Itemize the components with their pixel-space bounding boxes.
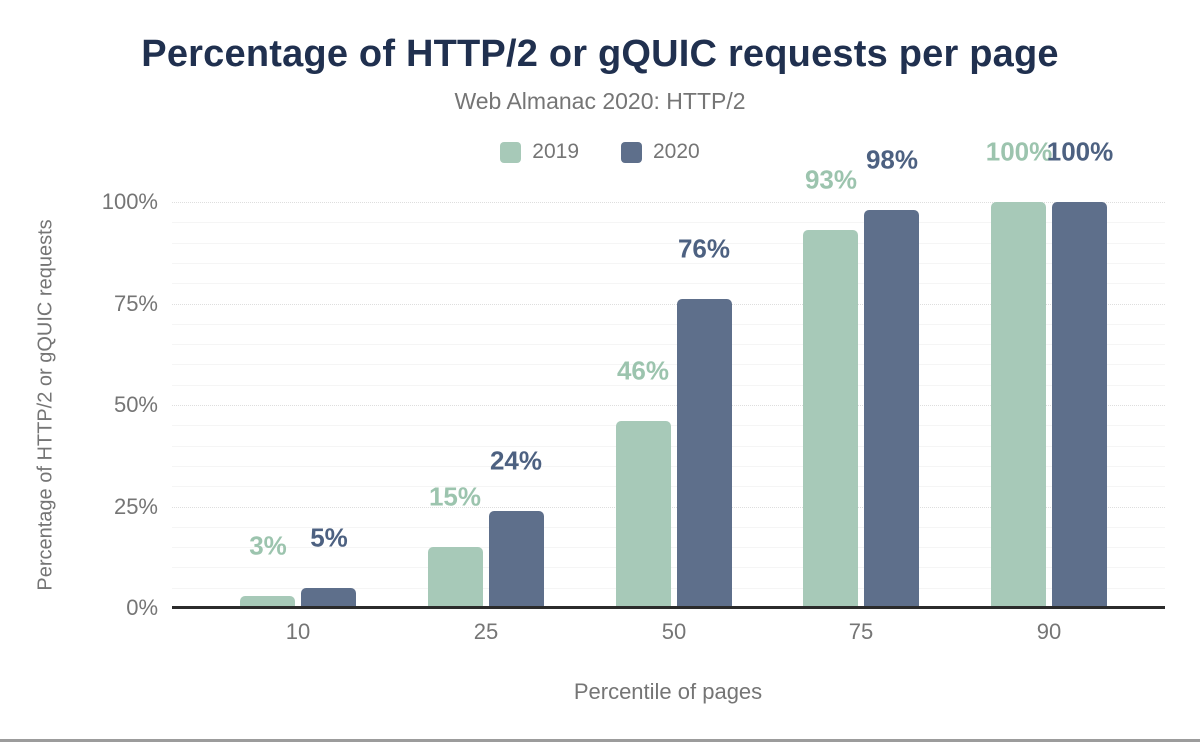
- minor-gridline-90: [172, 243, 1165, 244]
- bar-label-2020-p10: 5%: [310, 522, 348, 553]
- legend-item-2020: 2020: [621, 140, 700, 164]
- bar-2019-p90: [991, 202, 1046, 608]
- bar-2019-p10: [240, 596, 295, 608]
- y-tick-25: 25%: [113, 494, 158, 519]
- minor-gridline-55: [172, 385, 1165, 386]
- bar-2019-p75: [803, 230, 858, 608]
- legend-label-2020: 2020: [653, 140, 700, 163]
- y-tick-75: 75%: [113, 291, 158, 316]
- bar-2020-p50: [677, 299, 732, 608]
- bar-2020-p10: [301, 588, 356, 608]
- chart-title: Percentage of HTTP/2 or gQUIC requests p…: [141, 33, 1059, 75]
- x-tick-50: 50: [661, 619, 687, 644]
- bar-label-2019-p25: 15%: [428, 481, 482, 512]
- x-tick-90: 90: [1036, 619, 1062, 644]
- minor-gridline-70: [172, 324, 1165, 325]
- bar-2019-p25: [428, 547, 483, 608]
- minor-gridline-85: [172, 263, 1165, 264]
- major-gridline-100: [172, 202, 1165, 203]
- major-gridline-50: [172, 405, 1165, 406]
- y-tick-50: 50%: [113, 392, 158, 417]
- minor-gridline-80: [172, 283, 1165, 284]
- x-tick-25: 25: [473, 619, 499, 644]
- bar-label-2020-p75: 98%: [865, 144, 919, 175]
- bar-label-2020-p25: 24%: [489, 445, 543, 476]
- bar-label-2019-p50: 46%: [616, 355, 670, 386]
- bar-2020-p25: [489, 511, 544, 608]
- x-tick-75: 75: [848, 619, 874, 644]
- bar-2020-p75: [864, 210, 919, 608]
- legend-label-2019: 2019: [532, 140, 579, 163]
- major-gridline-75: [172, 304, 1165, 305]
- x-axis-line: [172, 606, 1165, 609]
- legend: 2019 2020: [0, 140, 1200, 164]
- x-tick-10: 10: [285, 619, 311, 644]
- chart-subtitle: Web Almanac 2020: HTTP/2: [454, 88, 746, 114]
- legend-item-2019: 2019: [500, 140, 579, 164]
- bar-2019-p50: [616, 421, 671, 608]
- bar-label-2020-p50: 76%: [677, 233, 731, 264]
- y-tick-100: 100%: [101, 189, 158, 214]
- bar-label-2019-p90: 100%: [985, 136, 1053, 167]
- legend-swatch-2020: [621, 141, 642, 163]
- minor-gridline-65: [172, 344, 1165, 345]
- minor-gridline-60: [172, 364, 1165, 365]
- y-axis-title: Percentage of HTTP/2 or gQUIC requests: [34, 219, 57, 591]
- y-tick-0: 0%: [126, 595, 158, 620]
- bar-label-2019-p10: 3%: [249, 530, 287, 561]
- figure-bottom-border: [0, 739, 1200, 742]
- legend-swatch-2019: [500, 141, 522, 163]
- bar-2020-p90: [1052, 202, 1107, 608]
- bar-label-2020-p90: 100%: [1046, 136, 1114, 167]
- bar-label-2019-p75: 93%: [804, 164, 858, 195]
- minor-gridline-95: [172, 222, 1165, 223]
- x-axis-title: Percentile of pages: [573, 679, 763, 704]
